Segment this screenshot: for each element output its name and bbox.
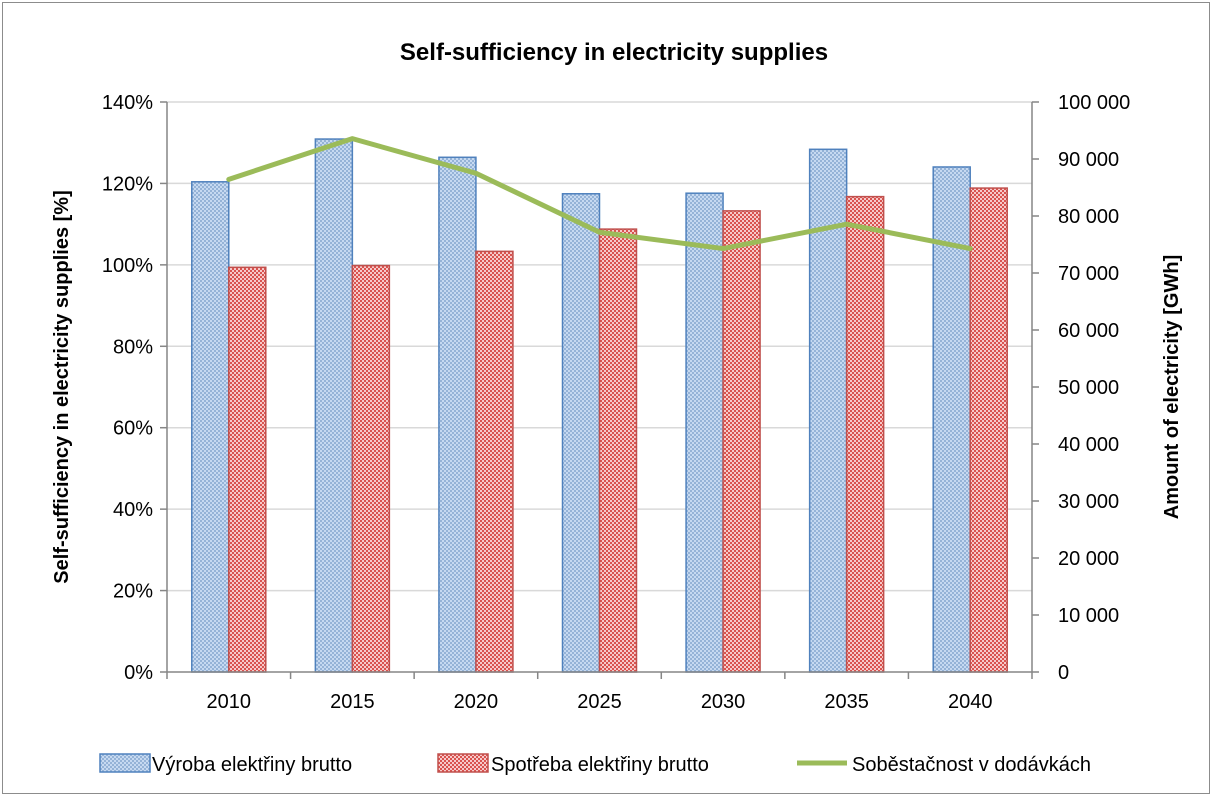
right-axis-ticks: 0 10 000 20 000 30 000 40 000 50 000 60 000 70 … bbox=[1058, 92, 1130, 684]
y-left-axis-title: Self-sufficiency in electricity supplies… bbox=[51, 190, 73, 583]
left-axis-ticks: 0% 20% 40% 60% 80% 100% 120% 140% bbox=[102, 92, 153, 684]
bar-consumption bbox=[722, 210, 761, 673]
legend-swatch-production bbox=[99, 753, 151, 773]
right-tick-label: 100 000 bbox=[1058, 92, 1130, 114]
bars bbox=[191, 138, 1008, 673]
x-tick-label: 2030 bbox=[701, 691, 746, 713]
legend-label-self-sufficiency: Soběstačnost v dodávkách bbox=[852, 754, 1091, 776]
legend-label-production: Výroba elektřiny brutto bbox=[152, 754, 352, 776]
x-tick-label: 2015 bbox=[330, 691, 375, 713]
right-tick-label: 0 bbox=[1058, 662, 1069, 684]
left-tick-label: 0% bbox=[124, 662, 153, 684]
right-tick-label: 60 000 bbox=[1058, 320, 1119, 342]
left-tick-label: 20% bbox=[113, 581, 153, 603]
x-axis-ticks: 2010 2015 2020 2025 2030 2035 2040 bbox=[207, 691, 993, 713]
bar-consumption bbox=[598, 228, 638, 673]
axes bbox=[160, 101, 1039, 679]
left-tick-label: 100% bbox=[102, 255, 153, 277]
bar-production bbox=[685, 192, 724, 673]
bar-consumption bbox=[845, 195, 885, 673]
x-tick-label: 2020 bbox=[454, 691, 499, 713]
chart-title: Self-sufficiency in electricity supplies bbox=[400, 39, 828, 66]
bar-production bbox=[561, 193, 601, 673]
line-series bbox=[226, 136, 973, 252]
x-tick-label: 2025 bbox=[577, 691, 622, 713]
bar-production bbox=[314, 138, 354, 673]
right-tick-label: 90 000 bbox=[1058, 149, 1119, 171]
left-tick-label: 40% bbox=[113, 499, 153, 521]
bar-consumption bbox=[228, 266, 267, 673]
y-right-axis-title: Amount of electricity [GWh] bbox=[1161, 255, 1183, 519]
bar-consumption bbox=[351, 264, 391, 673]
x-tick-label: 2010 bbox=[207, 691, 252, 713]
bar-production bbox=[191, 181, 230, 673]
right-tick-label: 70 000 bbox=[1058, 263, 1119, 285]
bar-production bbox=[932, 166, 971, 673]
right-tick-label: 80 000 bbox=[1058, 206, 1119, 228]
bar-consumption bbox=[969, 187, 1008, 673]
left-tick-label: 60% bbox=[113, 418, 153, 440]
right-tick-label: 10 000 bbox=[1058, 605, 1119, 627]
legend-swatch-consumption bbox=[437, 753, 489, 773]
right-tick-label: 40 000 bbox=[1058, 434, 1119, 456]
right-tick-label: 20 000 bbox=[1058, 548, 1119, 570]
right-tick-label: 30 000 bbox=[1058, 491, 1119, 513]
bar-consumption bbox=[475, 250, 514, 673]
left-tick-label: 80% bbox=[113, 336, 153, 358]
right-tick-label: 50 000 bbox=[1058, 377, 1119, 399]
bar-production bbox=[808, 148, 848, 673]
x-tick-label: 2035 bbox=[824, 691, 869, 713]
bar-production bbox=[438, 156, 477, 673]
left-tick-label: 120% bbox=[102, 173, 153, 195]
legend: Výroba elektřiny brutto Spotřeba elektři… bbox=[99, 753, 1091, 776]
legend-label-consumption: Spotřeba elektřiny brutto bbox=[491, 754, 709, 776]
x-tick-label: 2040 bbox=[948, 691, 993, 713]
left-tick-label: 140% bbox=[102, 92, 153, 114]
